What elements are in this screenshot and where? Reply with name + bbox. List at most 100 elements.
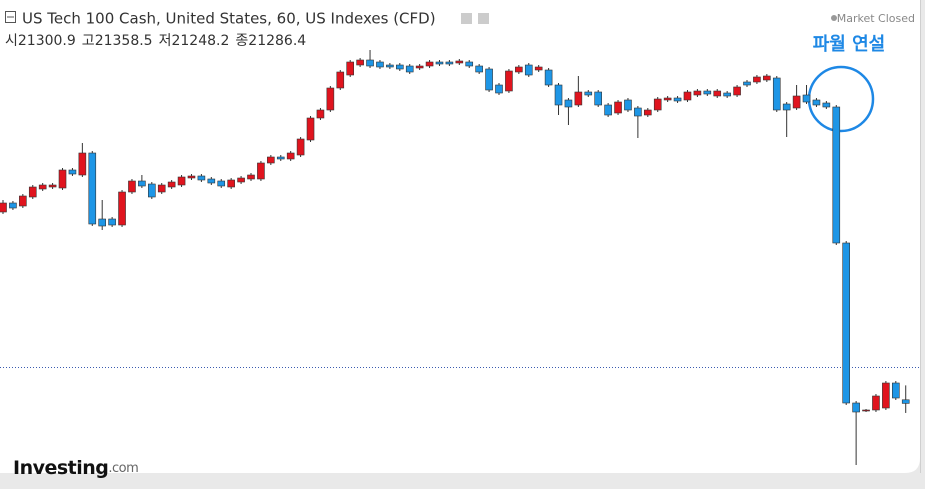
candle-body	[138, 180, 146, 187]
candle-body	[624, 99, 632, 111]
collapse-icon[interactable]	[5, 11, 16, 23]
candle-body	[207, 178, 216, 184]
candle-body	[534, 66, 543, 71]
ohlc-value: 21286.4	[248, 33, 306, 49]
candle-body	[485, 68, 493, 91]
candle-body	[524, 64, 533, 76]
candle-body	[88, 152, 97, 225]
candle-body	[386, 64, 394, 68]
status-dot	[831, 15, 837, 21]
candle-body	[405, 65, 414, 73]
candle-body	[9, 202, 17, 209]
candle-body	[614, 101, 622, 114]
ohlc-value: 21248.2	[171, 33, 229, 49]
candle-body	[247, 174, 255, 180]
candle-body	[257, 162, 265, 180]
logo-suffix: .com	[108, 461, 138, 476]
candle-body	[267, 156, 275, 164]
candle-body	[48, 184, 57, 188]
candle-body	[108, 218, 116, 226]
candle-body	[217, 180, 226, 187]
candle-body	[693, 90, 702, 96]
candle-body	[306, 117, 315, 141]
candle-body	[782, 103, 791, 111]
candle-body	[177, 176, 186, 186]
candles	[0, 50, 910, 465]
camera-icon[interactable]	[461, 13, 472, 24]
ohlc-label: 시	[5, 33, 18, 49]
candle-body	[634, 107, 642, 117]
candle-body	[753, 76, 761, 83]
candle-body	[28, 186, 37, 198]
candle-body	[564, 99, 573, 108]
candle-body	[792, 95, 801, 109]
candle-body	[78, 152, 87, 176]
candle-body	[38, 184, 47, 190]
candle-body	[68, 169, 77, 175]
candle-body	[703, 90, 712, 95]
candle-body	[346, 61, 355, 76]
settings-icon[interactable]	[478, 13, 489, 24]
candle-body	[187, 175, 196, 179]
logo: Investing.com	[13, 457, 138, 479]
candle-body	[643, 109, 652, 116]
candle-body	[128, 180, 136, 193]
ohlc-row: 시21300.9 고21358.5 저21248.2 종21286.4	[5, 33, 306, 49]
candle-body	[227, 179, 235, 188]
candle-body	[723, 92, 731, 97]
candle-body	[852, 402, 860, 413]
candle-body	[733, 86, 741, 96]
candle-body	[495, 84, 503, 94]
candle-body	[842, 242, 851, 404]
candle-body	[604, 104, 612, 116]
candle-body	[554, 84, 563, 106]
ohlc-value: 21358.5	[95, 33, 153, 49]
candle-body	[167, 181, 176, 188]
candle-body	[465, 61, 474, 67]
candle-body	[395, 64, 404, 70]
candle-body	[544, 69, 553, 86]
logo-main: Investing	[13, 457, 108, 479]
candle-body	[197, 175, 206, 181]
candle-body	[862, 409, 870, 412]
candle-body	[763, 75, 771, 81]
ohlc-value: 21300.9	[18, 33, 76, 49]
ohlc-label: 종	[235, 33, 248, 49]
candle-body	[366, 59, 374, 67]
candle-body	[445, 61, 454, 65]
candle-body	[505, 70, 513, 92]
candle-body	[891, 382, 900, 399]
candle-body	[296, 138, 305, 156]
candle-body	[326, 87, 335, 111]
candle-body	[574, 91, 583, 106]
candle-body	[58, 169, 67, 189]
chart-title: US Tech 100 Cash, United States, 60, US …	[22, 10, 436, 28]
candle-body	[772, 77, 781, 111]
candle-body	[336, 71, 345, 89]
candle-body	[356, 59, 364, 66]
candle-body	[594, 91, 603, 106]
candle-body	[148, 183, 156, 198]
candle-body	[683, 91, 692, 101]
candle-body	[743, 81, 751, 86]
candle-body	[118, 191, 126, 226]
candle-body	[0, 202, 7, 213]
annotation: 파월 연설	[813, 34, 886, 55]
candle-body	[286, 152, 295, 160]
candle-body	[832, 106, 841, 244]
candle-body	[653, 98, 662, 111]
candle-body	[713, 90, 722, 97]
candle-body	[276, 156, 285, 160]
candle-body	[901, 399, 910, 404]
candle-body	[872, 395, 880, 411]
candle-body	[157, 184, 166, 193]
candle-body	[515, 66, 523, 73]
candle-body	[415, 65, 424, 69]
candle-body	[455, 60, 464, 64]
candle-body	[98, 218, 106, 227]
candle-body	[882, 382, 890, 409]
candle-body	[316, 109, 325, 119]
candle-body	[376, 61, 384, 68]
candle-body	[475, 65, 483, 73]
